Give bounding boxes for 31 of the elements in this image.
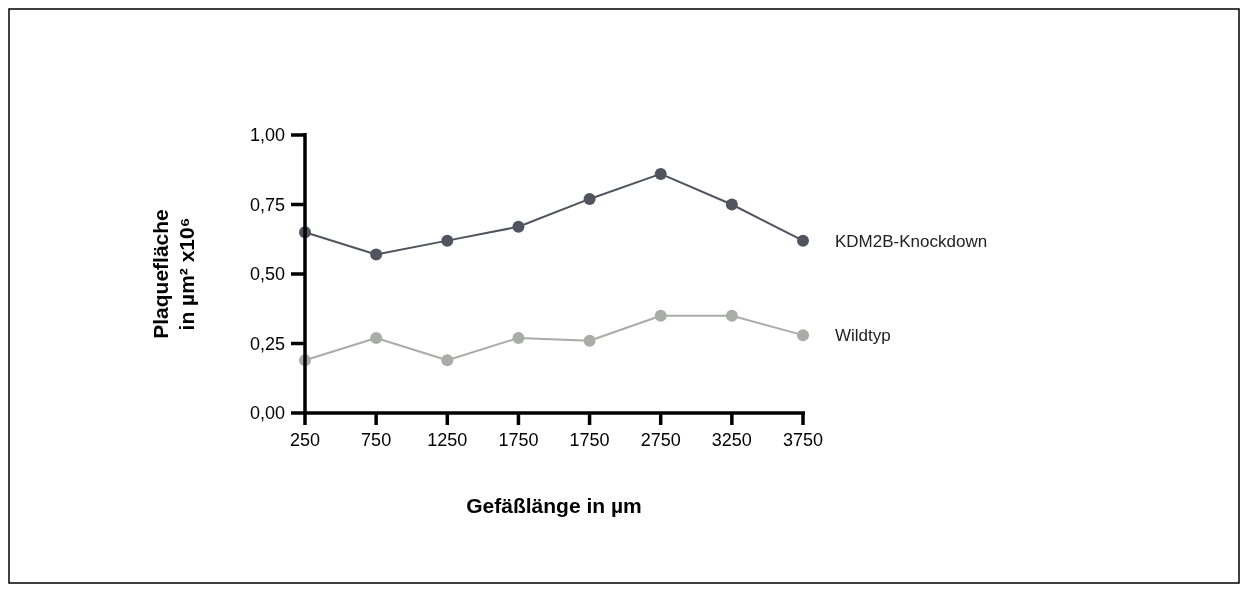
point <box>725 198 738 211</box>
x-tick-label: 2750 <box>640 430 681 450</box>
point <box>441 354 454 367</box>
x-tick-label: 3750 <box>782 430 824 450</box>
point <box>583 334 596 347</box>
point <box>797 234 809 247</box>
x-tick-label: 3250 <box>711 430 752 450</box>
y-tick-label: 0,50 <box>249 264 285 284</box>
series-label: Wildtyp <box>835 326 891 346</box>
x-tick-label: 1250 <box>427 430 468 450</box>
y-tick-label: 0,25 <box>249 333 285 354</box>
point <box>370 248 383 261</box>
y-tick-label: 1,00 <box>249 125 285 145</box>
x-tick-label: 750 <box>361 430 392 450</box>
point <box>512 331 525 344</box>
x-tick-label: 1750 <box>569 430 610 450</box>
y-tick-label: 0,00 <box>249 403 285 423</box>
y-axis-title: Plaquefläche in µm² x10⁶ <box>149 209 198 339</box>
point <box>370 331 383 344</box>
point <box>725 309 738 322</box>
point <box>654 309 667 322</box>
point <box>441 234 454 247</box>
x-tick-label: 1750 <box>498 430 539 450</box>
x-axis-title: Gefäßlänge in µm <box>466 494 642 517</box>
point <box>512 220 525 233</box>
point <box>583 192 596 205</box>
x-tick-label: 250 <box>289 430 321 450</box>
point <box>654 167 667 180</box>
series-label: KDM2B-Knockdown <box>835 231 988 251</box>
y-tick-label: 0,75 <box>249 194 285 215</box>
point <box>797 329 809 342</box>
